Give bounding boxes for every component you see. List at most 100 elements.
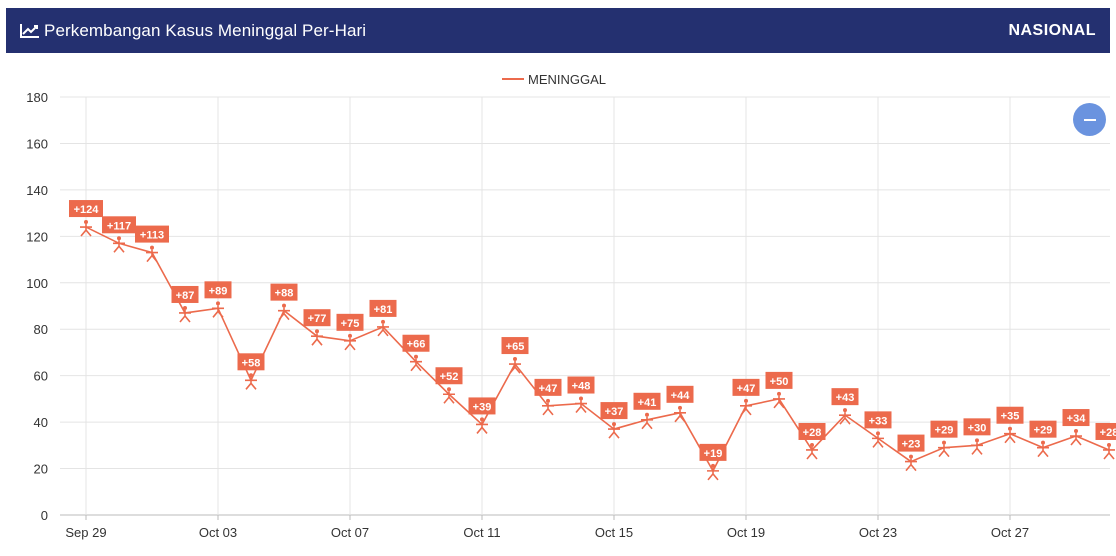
data-label: +43 bbox=[836, 392, 855, 404]
y-tick-label: 180 bbox=[26, 90, 48, 105]
zoom-out-button[interactable] bbox=[1073, 103, 1106, 136]
data-point[interactable]: +28 bbox=[1096, 423, 1116, 459]
data-label: +50 bbox=[770, 376, 789, 388]
point-marker-head bbox=[84, 220, 88, 224]
data-label: +48 bbox=[572, 381, 591, 393]
data-label: +28 bbox=[803, 427, 822, 439]
point-marker bbox=[806, 447, 818, 459]
data-label: +33 bbox=[869, 415, 888, 427]
data-label: +30 bbox=[968, 422, 987, 434]
data-label: +124 bbox=[74, 204, 100, 216]
data-label: +87 bbox=[176, 290, 195, 302]
point-marker-head bbox=[810, 443, 814, 447]
data-point[interactable]: +87 bbox=[172, 286, 199, 322]
point-marker bbox=[707, 468, 719, 480]
data-label: +28 bbox=[1100, 427, 1116, 439]
data-label: +35 bbox=[1001, 411, 1020, 423]
point-marker bbox=[1070, 433, 1082, 445]
data-label: +77 bbox=[308, 313, 327, 325]
x-tick-label: Oct 11 bbox=[463, 525, 500, 540]
minus-icon bbox=[1084, 119, 1096, 121]
y-tick-label: 40 bbox=[34, 415, 48, 430]
data-label: +52 bbox=[440, 371, 459, 383]
chart-title: Perkembangan Kasus Meninggal Per-Hari bbox=[44, 21, 366, 41]
point-marker-head bbox=[744, 399, 748, 403]
data-point[interactable]: +48 bbox=[568, 377, 595, 413]
point-marker-head bbox=[975, 438, 979, 442]
point-marker-head bbox=[1041, 441, 1045, 445]
data-point[interactable]: +29 bbox=[1030, 421, 1057, 457]
data-point[interactable]: +43 bbox=[832, 388, 859, 424]
x-tick-label: Sep 29 bbox=[65, 525, 106, 540]
y-tick-label: 140 bbox=[26, 183, 48, 198]
data-point[interactable]: +50 bbox=[766, 372, 793, 408]
data-point[interactable]: +58 bbox=[238, 353, 265, 389]
data-point[interactable]: +77 bbox=[304, 309, 331, 345]
point-marker-head bbox=[447, 387, 451, 391]
data-point[interactable]: +47 bbox=[535, 379, 562, 415]
data-label: +29 bbox=[935, 425, 954, 437]
data-label: +19 bbox=[704, 448, 723, 460]
data-label: +113 bbox=[140, 230, 164, 242]
y-tick-label: 120 bbox=[26, 229, 48, 244]
point-marker-head bbox=[546, 399, 550, 403]
y-tick-label: 20 bbox=[34, 462, 48, 477]
legend[interactable]: MENINGGAL bbox=[502, 72, 606, 87]
data-label: +37 bbox=[605, 406, 624, 418]
data-label: +23 bbox=[902, 439, 921, 451]
data-label: +47 bbox=[737, 383, 756, 395]
point-marker-head bbox=[678, 406, 682, 410]
point-marker-head bbox=[843, 408, 847, 412]
data-point[interactable]: +19 bbox=[700, 444, 727, 480]
data-label: +44 bbox=[671, 390, 691, 402]
point-marker-head bbox=[645, 413, 649, 417]
y-tick-label: 0 bbox=[41, 508, 48, 523]
point-marker-head bbox=[216, 301, 220, 305]
point-marker bbox=[773, 396, 785, 408]
point-marker-head bbox=[1074, 429, 1078, 433]
point-marker-head bbox=[1107, 443, 1111, 447]
data-label: +29 bbox=[1034, 425, 1053, 437]
data-point[interactable]: +23 bbox=[898, 435, 925, 471]
data-label: +65 bbox=[506, 341, 525, 353]
point-marker-head bbox=[480, 417, 484, 421]
legend-label[interactable]: MENINGGAL bbox=[528, 72, 606, 87]
data-point[interactable]: +113 bbox=[135, 226, 169, 262]
data-point[interactable]: +88 bbox=[271, 284, 298, 320]
point-marker-head bbox=[183, 306, 187, 310]
point-marker-head bbox=[381, 320, 385, 324]
point-marker-head bbox=[249, 373, 253, 377]
point-marker-head bbox=[612, 422, 616, 426]
data-label: +34 bbox=[1067, 413, 1087, 425]
point-marker-head bbox=[711, 464, 715, 468]
x-tick-label: Oct 07 bbox=[331, 525, 369, 540]
point-marker-head bbox=[1008, 427, 1012, 431]
data-label: +75 bbox=[341, 318, 360, 330]
title-group: Perkembangan Kasus Meninggal Per-Hari bbox=[20, 21, 366, 41]
data-label: +41 bbox=[638, 397, 657, 409]
x-tick-label: Oct 15 bbox=[595, 525, 633, 540]
point-marker bbox=[509, 361, 521, 373]
y-tick-label: 60 bbox=[34, 369, 48, 384]
point-marker-head bbox=[579, 397, 583, 401]
data-point[interactable]: +44 bbox=[667, 386, 694, 422]
y-tick-label: 100 bbox=[26, 276, 48, 291]
point-marker bbox=[542, 403, 554, 415]
data-label: +58 bbox=[242, 357, 261, 369]
point-marker bbox=[938, 445, 950, 457]
region-badge: NASIONAL bbox=[1008, 22, 1096, 40]
data-label: +47 bbox=[539, 383, 558, 395]
data-point[interactable]: +65 bbox=[502, 337, 529, 373]
line-chart-icon bbox=[20, 23, 40, 39]
point-marker bbox=[245, 377, 257, 389]
data-label: +117 bbox=[107, 220, 131, 232]
point-marker bbox=[311, 333, 323, 345]
point-marker-head bbox=[150, 246, 154, 250]
point-marker-head bbox=[348, 334, 352, 338]
data-point[interactable]: +30 bbox=[964, 418, 991, 454]
point-marker bbox=[674, 410, 686, 422]
y-tick-label: 160 bbox=[26, 136, 48, 151]
data-point[interactable]: +41 bbox=[634, 393, 661, 429]
